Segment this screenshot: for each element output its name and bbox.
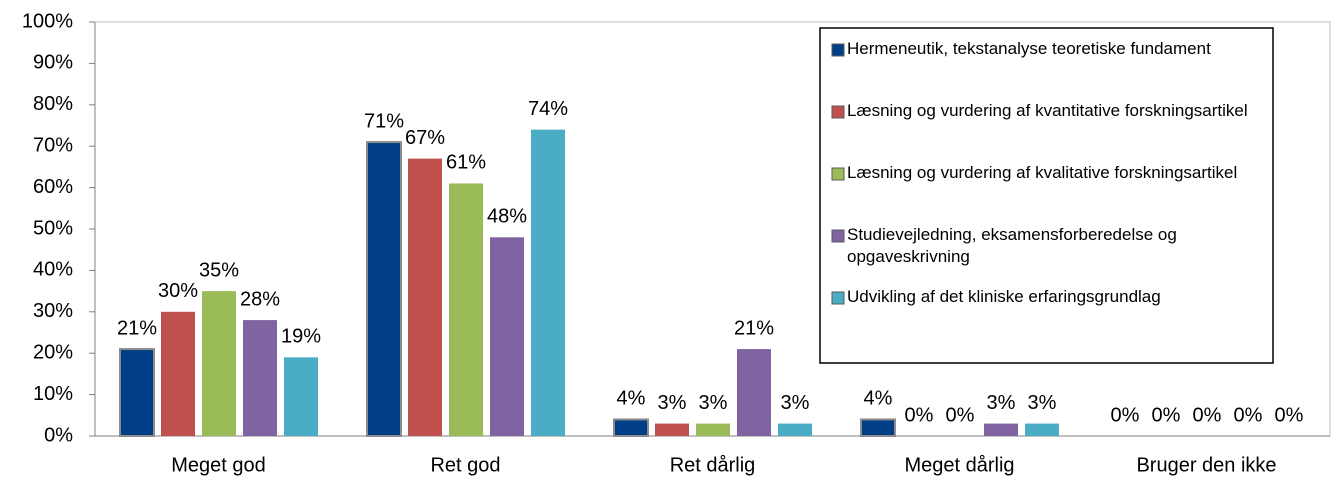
bar bbox=[778, 423, 812, 436]
legend-item: Studievejledning, eksamensforberedelse o… bbox=[847, 225, 1177, 266]
x-tick-label: Ret god bbox=[430, 454, 500, 476]
data-label: 48% bbox=[487, 206, 527, 228]
data-label: 4% bbox=[864, 388, 893, 410]
legend-label: Hermeneutik, tekstanalyse teoretiske fun… bbox=[847, 39, 1211, 58]
legend-label: Studievejledning, eksamensforberedelse o… bbox=[847, 225, 1177, 266]
data-label: 0% bbox=[905, 404, 934, 426]
legend-item: Læsning og vurdering af kvantitative for… bbox=[847, 101, 1248, 120]
bar bbox=[531, 129, 565, 436]
x-tick-label: Bruger den ikke bbox=[1136, 454, 1276, 476]
data-label: 21% bbox=[117, 317, 157, 339]
data-label: 3% bbox=[987, 392, 1016, 414]
data-label: 0% bbox=[1275, 404, 1304, 426]
data-label: 19% bbox=[281, 326, 321, 348]
data-label: 0% bbox=[1152, 404, 1181, 426]
data-label: 28% bbox=[240, 288, 280, 310]
bar bbox=[449, 183, 483, 436]
y-tick-label: 40% bbox=[33, 259, 73, 281]
bar bbox=[202, 291, 236, 436]
legend-label: Læsning og vurdering af kvantitative for… bbox=[847, 101, 1248, 120]
legend-box bbox=[819, 27, 1274, 364]
data-label: 3% bbox=[699, 392, 728, 414]
data-label: 67% bbox=[405, 127, 445, 149]
bar bbox=[161, 311, 195, 436]
bar bbox=[984, 423, 1018, 436]
bar bbox=[1025, 423, 1059, 436]
data-label: 4% bbox=[617, 388, 646, 410]
y-tick-label: 80% bbox=[33, 93, 73, 115]
bar bbox=[366, 141, 402, 437]
y-tick-label: 10% bbox=[33, 383, 73, 405]
legend-label: Udvikling af det kliniske erfaringsgrund… bbox=[847, 287, 1161, 306]
legend-swatch bbox=[831, 229, 845, 243]
bar bbox=[119, 348, 155, 437]
y-tick-label: 30% bbox=[33, 300, 73, 322]
data-label: 21% bbox=[734, 317, 774, 339]
legend-item: Læsning og vurdering af kvalitative fors… bbox=[847, 163, 1238, 182]
data-label: 0% bbox=[1234, 404, 1263, 426]
legend-swatch bbox=[831, 167, 845, 181]
data-label: 61% bbox=[446, 152, 486, 174]
legend-swatch bbox=[831, 291, 845, 305]
data-label: 74% bbox=[528, 98, 568, 120]
bar bbox=[408, 158, 442, 436]
x-tick-label: Meget god bbox=[171, 454, 266, 476]
data-label: 0% bbox=[946, 404, 975, 426]
y-tick-label: 90% bbox=[33, 52, 73, 74]
data-label: 35% bbox=[199, 259, 239, 281]
bar bbox=[696, 423, 730, 436]
bar bbox=[737, 349, 771, 436]
y-tick-label: 70% bbox=[33, 134, 73, 156]
data-label: 3% bbox=[1028, 392, 1057, 414]
data-label: 71% bbox=[364, 110, 404, 132]
data-label: 3% bbox=[658, 392, 687, 414]
legend-item: Hermeneutik, tekstanalyse teoretiske fun… bbox=[847, 39, 1211, 58]
x-tick-label: Meget dårlig bbox=[904, 454, 1014, 476]
y-tick-label: 100% bbox=[22, 10, 73, 32]
data-label: 0% bbox=[1111, 404, 1140, 426]
legend-item: Udvikling af det kliniske erfaringsgrund… bbox=[847, 287, 1161, 306]
bar bbox=[490, 237, 524, 436]
y-tick-label: 50% bbox=[33, 217, 73, 239]
data-label: 3% bbox=[781, 392, 810, 414]
y-tick-label: 60% bbox=[33, 176, 73, 198]
legend-label: Læsning og vurdering af kvalitative fors… bbox=[847, 163, 1238, 182]
bar bbox=[243, 320, 277, 436]
bar bbox=[655, 423, 689, 436]
y-tick-label: 20% bbox=[33, 341, 73, 363]
bar bbox=[860, 418, 896, 438]
data-label: 30% bbox=[158, 280, 198, 302]
legend-swatch bbox=[831, 43, 845, 57]
legend-swatch bbox=[831, 105, 845, 119]
bar bbox=[613, 418, 649, 438]
y-tick-label: 0% bbox=[44, 424, 73, 446]
x-tick-label: Ret dårlig bbox=[670, 454, 756, 476]
data-label: 0% bbox=[1193, 404, 1222, 426]
bar bbox=[284, 357, 318, 436]
